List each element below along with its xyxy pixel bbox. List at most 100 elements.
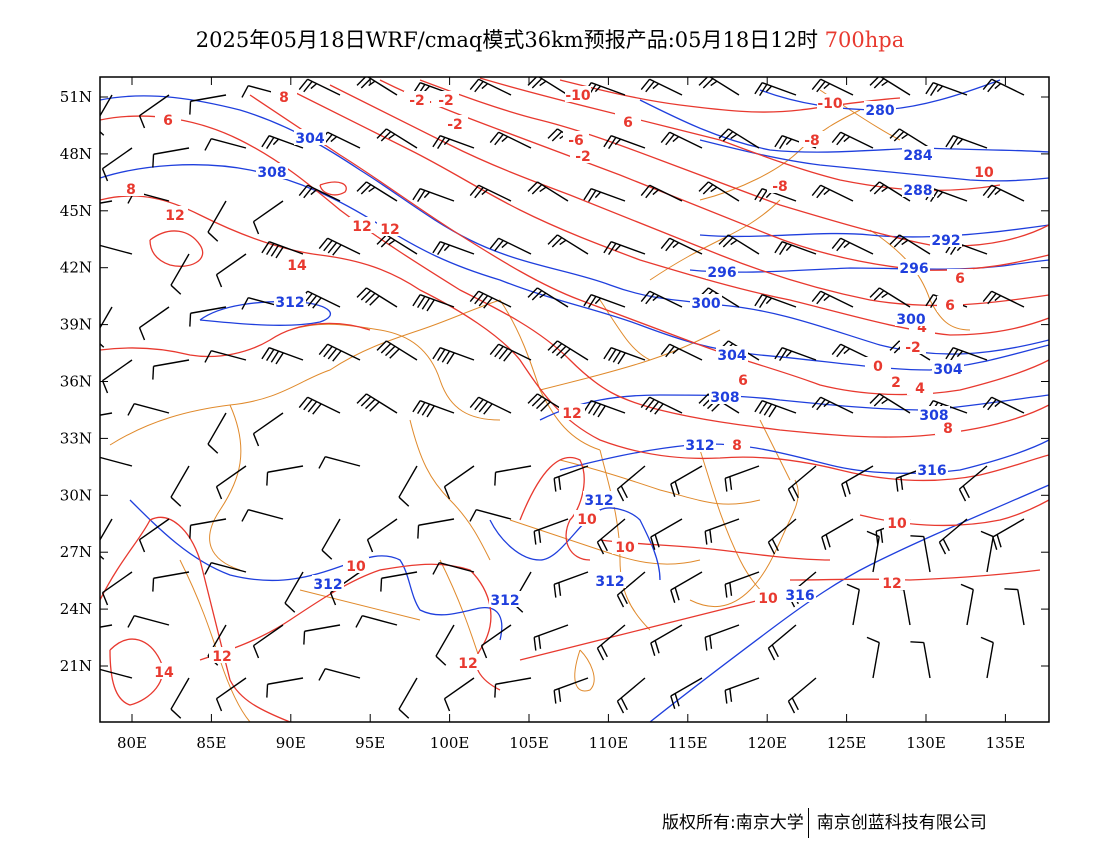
temperature-label: 10	[887, 516, 907, 532]
temperature-label-layer: -10-10-8-8-6-4-2-2-2-2-20244666668888101…	[118, 86, 997, 681]
wind-barb	[846, 583, 860, 626]
wind-barb	[170, 465, 190, 507]
label-mask	[900, 338, 926, 354]
lon-tick-label: 85E	[196, 734, 226, 752]
label-mask	[898, 259, 930, 275]
wind-barb	[366, 518, 398, 553]
temperature-label: 8	[732, 438, 742, 454]
label-mask	[684, 436, 716, 452]
label-mask	[706, 263, 738, 279]
wind-barb	[412, 400, 455, 418]
height-label: 300	[896, 312, 925, 328]
wind-barb	[960, 583, 974, 626]
wind-barb	[982, 396, 1025, 414]
wind-barb	[787, 677, 817, 714]
label-mask	[902, 146, 934, 162]
wind-barb	[547, 340, 589, 361]
label-mask	[724, 436, 750, 452]
temperature-label: -8	[804, 133, 820, 149]
wind-barb	[189, 94, 227, 115]
wind-barb	[432, 241, 475, 255]
lon-tick-label: 100E	[430, 734, 470, 752]
wind-barb	[553, 571, 589, 598]
label-mask	[349, 217, 375, 233]
wind-barb	[318, 343, 361, 362]
wind-barb	[417, 518, 455, 539]
wind-barb	[547, 234, 589, 255]
temperature-label: 12	[458, 656, 477, 672]
temperature-label: 4	[917, 320, 927, 336]
wind-barb	[980, 530, 994, 573]
label-mask	[865, 357, 891, 373]
wind-barb	[945, 135, 988, 149]
wind-barb	[100, 668, 133, 679]
boundary-line	[499, 299, 601, 451]
label-mask	[155, 111, 181, 127]
wind-barb	[443, 677, 475, 712]
label-mask	[864, 101, 896, 117]
boundary-line	[109, 299, 501, 446]
temperature-label: -2	[575, 149, 591, 165]
temperature-label: 12	[380, 222, 399, 238]
boundary-line	[439, 559, 481, 661]
temperature-label: 12	[562, 406, 581, 422]
wind-barb	[774, 347, 817, 361]
wind-barb	[100, 412, 113, 420]
wind-barb	[252, 200, 284, 235]
label-mask	[455, 654, 481, 670]
wind-barb	[640, 396, 683, 415]
wind-barb	[152, 571, 190, 592]
temperature-label: -10	[565, 88, 591, 104]
wind-barb	[443, 465, 475, 500]
wind-barb	[869, 287, 911, 308]
lon-tick-label: 125E	[827, 734, 867, 752]
wind-barb	[469, 396, 512, 415]
temperature-label: 6	[955, 271, 965, 287]
height-label: 316	[785, 588, 814, 604]
wind-barb	[298, 396, 341, 415]
boundary-line	[599, 449, 651, 631]
wind-barb	[298, 184, 341, 202]
wind-barb	[596, 624, 626, 661]
temperature-contour	[519, 456, 591, 561]
wind-barb	[724, 465, 760, 492]
wind-barb	[489, 237, 532, 255]
wind-barb	[704, 624, 740, 651]
lat-tick-label: 45N	[60, 202, 92, 220]
label-mask	[709, 388, 741, 404]
lon-tick-label: 130E	[906, 734, 946, 752]
label-mask	[162, 206, 188, 222]
wind-barb	[982, 78, 1025, 96]
wind-barb	[670, 465, 703, 497]
wind-barb	[583, 400, 626, 418]
label-mask	[574, 510, 600, 526]
wind-barb	[616, 571, 646, 608]
wind-barb	[866, 636, 880, 679]
wind-barb	[138, 518, 170, 553]
wind-barb	[724, 677, 760, 704]
label-mask	[730, 371, 756, 387]
boundary-line	[574, 649, 595, 692]
wind-barbs	[100, 77, 1025, 719]
height-label: 280	[865, 103, 894, 119]
wind-barb	[910, 641, 931, 679]
temperature-label: 6	[163, 113, 173, 129]
wind-barb	[811, 396, 854, 414]
wind-barb	[698, 181, 740, 202]
label-mask	[404, 91, 430, 107]
wind-barb	[101, 147, 133, 182]
height-contours	[100, 79, 1049, 722]
label-mask	[594, 572, 626, 588]
wind-barb	[583, 188, 626, 202]
label-mask	[284, 256, 310, 272]
wind-barb	[640, 290, 683, 308]
boundary-line	[539, 329, 721, 391]
wind-barb	[754, 294, 797, 308]
temperature-contour	[479, 77, 1001, 192]
temperature-label: -2	[438, 93, 454, 109]
wind-barb	[398, 465, 418, 507]
temperature-label: 8	[279, 90, 289, 106]
temperature-label: 6	[945, 298, 955, 314]
boundary-line	[209, 404, 242, 571]
